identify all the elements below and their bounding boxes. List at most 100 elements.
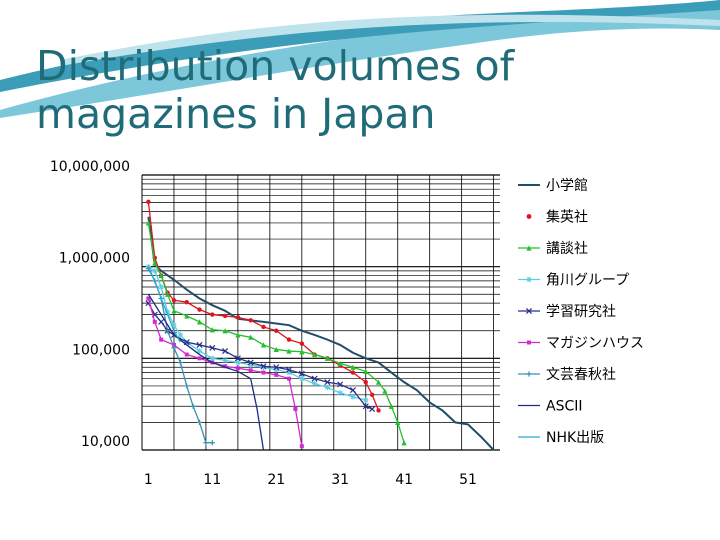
legend-swatch: [526, 214, 532, 219]
data-point: [337, 381, 344, 388]
data-point: [196, 319, 203, 325]
legend-item: NHK出版: [518, 430, 604, 446]
x-tick-label: 11: [203, 472, 221, 488]
legend-marker: [527, 340, 531, 345]
y-tick-label: 10,000: [81, 434, 130, 450]
data-point: [164, 328, 171, 334]
data-point: [158, 272, 164, 279]
x-tick-label: 51: [459, 472, 477, 488]
data-point: [388, 403, 394, 409]
data-point: [324, 384, 330, 391]
data-point: [209, 440, 215, 446]
data-point: [312, 351, 318, 358]
legend-marker: [525, 307, 533, 315]
data-point: [293, 407, 298, 412]
data-point: [184, 299, 189, 305]
data-point: [164, 309, 171, 315]
data-point: [196, 341, 203, 348]
data-point: [350, 394, 356, 400]
legend-item: 角川グループ: [518, 273, 629, 289]
data-point: [196, 348, 203, 354]
data-point: [363, 368, 369, 375]
data-point: [145, 220, 151, 226]
data-point: [235, 366, 240, 371]
data-point: [234, 355, 241, 362]
legend-label: 文芸春秋社: [546, 367, 616, 383]
data-point: [152, 260, 158, 266]
legend-item: 講談社: [518, 241, 588, 257]
data-point: [260, 342, 267, 348]
data-point: [222, 348, 229, 355]
data-point: [350, 364, 356, 370]
chart-grid: [142, 174, 500, 451]
header-swoosh-decoration: [0, 0, 720, 118]
legend-item: 集英社: [526, 209, 588, 226]
data-point: [260, 364, 267, 370]
legend-label: NHK出版: [546, 430, 604, 446]
data-point: [159, 337, 164, 342]
legend-item: 文芸春秋社: [518, 367, 616, 383]
slide-title-line-2: magazines in Japan: [36, 90, 436, 138]
legend-marker: [526, 371, 532, 377]
y-tick-label: 1,000,000: [59, 251, 130, 267]
legend-label: 学習研究社: [546, 304, 616, 320]
x-tick-label: 31: [331, 472, 349, 488]
data-point: [324, 355, 330, 361]
data-point: [203, 440, 209, 446]
data-point: [286, 337, 292, 342]
data-point: [260, 363, 267, 370]
data-point: [349, 387, 356, 394]
data-point: [287, 376, 292, 381]
data-point: [184, 383, 190, 389]
slide-title: Distribution volumes of magazines in Jap…: [36, 42, 596, 138]
data-point: [248, 368, 253, 373]
data-point: [235, 359, 241, 366]
data-point: [324, 379, 331, 386]
series-8: [147, 293, 265, 451]
data-point: [146, 296, 151, 301]
data-point: [171, 345, 177, 351]
data-point: [184, 352, 189, 357]
data-point: [222, 313, 228, 319]
data-point: [273, 367, 279, 373]
series-line: [147, 201, 380, 411]
data-point: [177, 332, 183, 338]
series-4: [145, 264, 369, 403]
data-point: [261, 370, 266, 375]
legend-item: 小学館: [518, 177, 588, 194]
series-1: [147, 216, 495, 451]
data-point: [222, 357, 228, 363]
series-line: [147, 293, 265, 451]
data-point: [286, 348, 292, 354]
data-point: [362, 403, 369, 410]
data-point: [209, 327, 215, 333]
data-point: [299, 341, 305, 346]
data-point: [235, 315, 241, 320]
legend-item: 学習研究社: [518, 304, 616, 320]
data-point: [209, 344, 216, 351]
data-point: [247, 359, 254, 366]
legend-marker: [526, 276, 532, 283]
series-7: [145, 266, 215, 446]
data-point: [274, 328, 279, 333]
data-point: [171, 322, 177, 328]
data-point: [311, 375, 318, 382]
legend-item: マガジンハウス: [518, 336, 644, 352]
data-point: [376, 408, 381, 413]
legend-label: 講談社: [546, 241, 588, 257]
legend-label: ASCII: [546, 399, 583, 415]
data-point: [146, 199, 151, 205]
legend-marker: [526, 245, 532, 251]
data-point: [395, 419, 401, 426]
data-point: [299, 444, 304, 449]
data-point: [337, 390, 343, 396]
data-point: [197, 307, 202, 312]
data-point: [171, 342, 176, 347]
data-point: [197, 356, 202, 361]
series-3: [145, 220, 407, 446]
data-point: [298, 370, 305, 377]
data-point: [190, 403, 196, 409]
